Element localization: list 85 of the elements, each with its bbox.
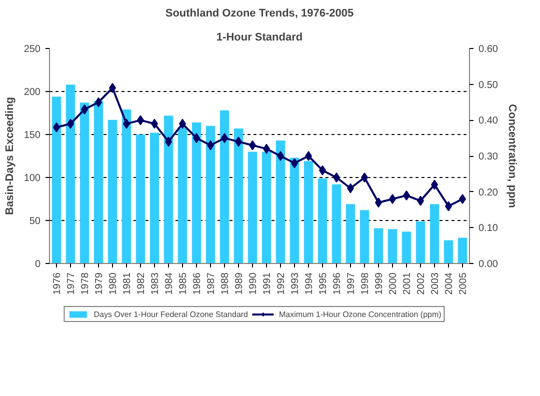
bar: [150, 132, 160, 264]
bar: [318, 178, 328, 264]
bar: [234, 128, 244, 264]
legend-label: Maximum 1-Hour Ozone Concentration (ppm): [279, 309, 442, 319]
bar: [136, 134, 146, 264]
bar: [220, 110, 230, 264]
bar: [402, 232, 412, 264]
point: [361, 172, 368, 182]
bar: [444, 240, 454, 264]
y-tick-label: 0: [34, 259, 41, 270]
x-tick-label: 2002: [416, 272, 427, 295]
x-tick-label: 1987: [206, 272, 217, 295]
y-tick-label: 50: [29, 216, 41, 227]
bar: [374, 228, 384, 264]
y2-axis-title: Concentration, ppm: [506, 104, 518, 208]
x-tick-label: 1984: [164, 272, 175, 295]
y-tick-label: 150: [24, 130, 41, 141]
x-tick-label: 2005: [458, 272, 469, 295]
x-tick-label: 1996: [332, 272, 343, 295]
bar: [164, 116, 174, 264]
bar: [192, 122, 202, 264]
bar: [80, 102, 90, 264]
x-tick-label: 1992: [276, 272, 287, 295]
chart-subtitle: 1-Hour Standard: [216, 32, 303, 44]
x-tick-label: 1985: [178, 272, 189, 295]
bar: [108, 120, 118, 264]
x-tick-label: 1986: [192, 272, 203, 295]
x-tick-label: 1978: [80, 272, 91, 295]
bar: [332, 184, 342, 264]
y2-tick-label: 0.20: [478, 187, 498, 198]
bar: [304, 161, 314, 264]
bar: [66, 84, 76, 264]
x-tick-label: 1983: [150, 272, 161, 295]
x-tick-label: 2001: [402, 272, 413, 295]
bar: [248, 152, 258, 264]
x-tick-label: 1997: [346, 272, 357, 295]
y2-tick-label: 0.00: [478, 259, 498, 270]
point: [277, 151, 284, 161]
y2-tick-label: 0.10: [478, 223, 498, 234]
bar: [290, 158, 300, 264]
bar: [262, 152, 272, 264]
bar: [94, 100, 104, 264]
y2-tick-label: 0.60: [478, 44, 498, 55]
y-tick-label: 100: [24, 173, 41, 184]
bar: [52, 96, 62, 264]
y-tick-label: 250: [24, 44, 41, 55]
x-tick-label: 1989: [234, 272, 245, 295]
bar: [276, 140, 286, 264]
bar: [430, 204, 440, 264]
x-tick-label: 1991: [262, 272, 273, 295]
point: [459, 194, 466, 204]
x-tick-label: 2004: [444, 272, 455, 295]
bar: [122, 110, 132, 264]
x-tick-label: 2000: [388, 272, 399, 295]
x-tick-label: 1981: [122, 272, 133, 295]
bar: [178, 128, 188, 264]
bar: [346, 204, 356, 264]
chart-title: Southland Ozone Trends, 1976-2005: [165, 8, 354, 20]
point: [305, 151, 312, 161]
x-tick-label: 1999: [374, 272, 385, 295]
x-tick-label: 1976: [52, 272, 63, 295]
x-tick-label: 1990: [248, 272, 259, 295]
bar: [458, 238, 468, 264]
x-tick-label: 1977: [66, 272, 77, 295]
y-tick-label: 200: [24, 87, 41, 98]
bar: [416, 221, 426, 264]
x-tick-label: 1979: [94, 272, 105, 295]
y2-tick-label: 0.50: [478, 80, 498, 91]
y-axis-title: Basin-Days Exceeding: [4, 96, 16, 215]
point: [389, 194, 396, 204]
bar: [388, 229, 398, 264]
bar: [206, 126, 216, 264]
point: [333, 172, 340, 182]
x-tick-label: 1982: [136, 272, 147, 295]
x-tick-label: 1980: [108, 272, 119, 295]
legend-label: Days Over 1-Hour Federal Ozone Standard: [94, 309, 248, 319]
x-tick-label: 1995: [318, 272, 329, 295]
x-tick-label: 1993: [290, 272, 301, 295]
y2-tick-label: 0.30: [478, 152, 498, 162]
x-tick-label: 1988: [220, 272, 231, 295]
x-tick-label: 1998: [360, 272, 371, 295]
x-tick-label: 1994: [304, 272, 315, 295]
bar: [360, 210, 370, 264]
y2-tick-label: 0.40: [478, 116, 498, 127]
x-tick-label: 2003: [430, 272, 441, 295]
